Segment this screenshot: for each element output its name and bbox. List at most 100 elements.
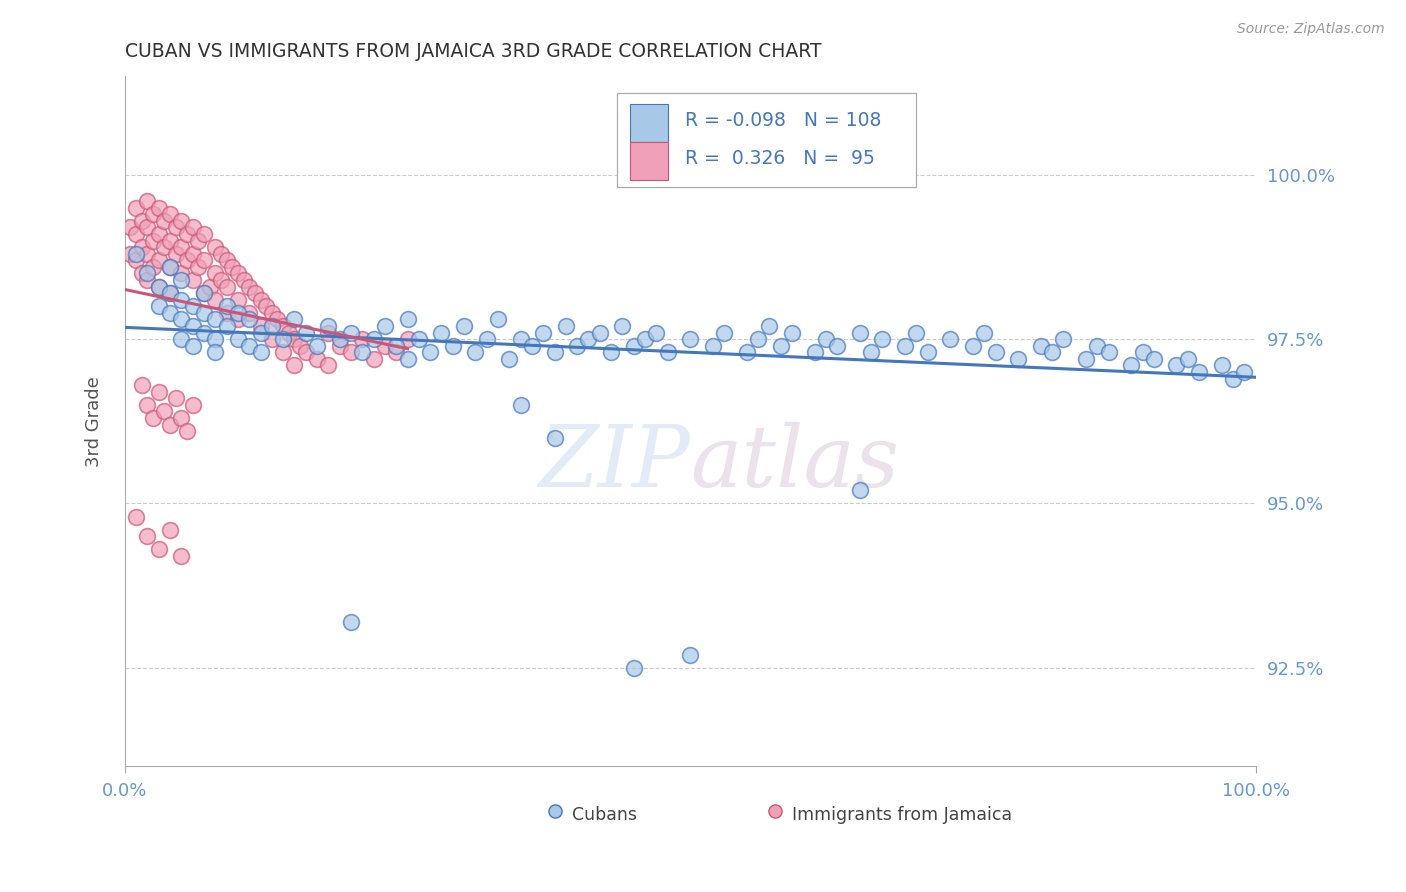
Point: [657, 345, 679, 359]
Point: [634, 332, 657, 346]
Point: [363, 332, 385, 346]
Point: [193, 326, 215, 340]
Point: [170, 267, 193, 281]
Point: [340, 615, 363, 629]
Point: [131, 378, 153, 392]
Point: [294, 326, 316, 340]
Point: [679, 648, 702, 662]
Point: [396, 351, 419, 366]
Point: [329, 339, 352, 353]
Point: [1222, 371, 1244, 385]
Point: [283, 332, 305, 346]
Text: Cubans: Cubans: [571, 805, 637, 823]
Point: [170, 411, 193, 425]
Point: [165, 246, 187, 260]
Point: [249, 318, 271, 333]
Point: [288, 339, 311, 353]
Point: [498, 351, 520, 366]
Point: [238, 339, 260, 353]
Point: [266, 312, 288, 326]
Point: [758, 318, 780, 333]
Point: [1085, 339, 1108, 353]
Text: atlas: atlas: [690, 421, 900, 504]
Point: [441, 339, 464, 353]
Point: [159, 260, 181, 274]
Point: [148, 279, 170, 293]
Point: [170, 214, 193, 228]
Point: [1098, 345, 1121, 359]
Point: [702, 339, 724, 353]
Point: [243, 286, 266, 301]
Text: ZIP: ZIP: [538, 421, 690, 504]
Point: [226, 312, 249, 326]
Point: [1132, 345, 1154, 359]
Point: [318, 318, 340, 333]
Point: [125, 201, 148, 215]
Point: [226, 306, 249, 320]
Point: [170, 240, 193, 254]
Point: [176, 424, 198, 438]
Point: [713, 326, 735, 340]
Point: [181, 339, 204, 353]
Point: [204, 293, 226, 307]
Point: [271, 345, 294, 359]
Point: [600, 345, 623, 359]
Point: [181, 220, 204, 235]
Point: [215, 306, 238, 320]
Point: [340, 326, 363, 340]
Point: [645, 326, 668, 340]
Point: [238, 312, 260, 326]
Point: [165, 392, 187, 406]
Point: [249, 293, 271, 307]
Point: [148, 384, 170, 399]
Point: [1211, 359, 1233, 373]
Point: [531, 326, 554, 340]
Point: [215, 318, 238, 333]
Point: [939, 332, 962, 346]
Point: [894, 339, 917, 353]
Point: [509, 398, 531, 412]
Point: [385, 339, 408, 353]
Point: [1143, 351, 1166, 366]
Point: [363, 351, 385, 366]
Point: [159, 417, 181, 432]
Point: [283, 312, 305, 326]
Point: [260, 306, 283, 320]
Point: [307, 339, 329, 353]
Point: [814, 332, 837, 346]
Point: [159, 260, 181, 274]
Point: [136, 273, 159, 287]
Point: [170, 293, 193, 307]
Point: [125, 246, 148, 260]
Point: [209, 273, 232, 287]
Text: Immigrants from Jamaica: Immigrants from Jamaica: [792, 805, 1012, 823]
Point: [486, 312, 509, 326]
Point: [860, 345, 883, 359]
Point: [589, 326, 612, 340]
Point: [170, 332, 193, 346]
Point: [176, 253, 198, 268]
Point: [318, 359, 340, 373]
Point: [340, 345, 363, 359]
Point: [1121, 359, 1143, 373]
Point: [565, 339, 588, 353]
Point: [260, 332, 283, 346]
Point: [181, 398, 204, 412]
Point: [204, 345, 226, 359]
Point: [271, 318, 294, 333]
Point: [1166, 359, 1188, 373]
Point: [181, 273, 204, 287]
Point: [249, 345, 271, 359]
Point: [803, 345, 825, 359]
Point: [148, 201, 170, 215]
Point: [543, 431, 565, 445]
Point: [1177, 351, 1199, 366]
Point: [159, 234, 181, 248]
Point: [148, 227, 170, 241]
Point: [136, 246, 159, 260]
Point: [520, 339, 543, 353]
Point: [905, 326, 928, 340]
Point: [329, 332, 352, 346]
Point: [193, 286, 215, 301]
Point: [159, 306, 181, 320]
